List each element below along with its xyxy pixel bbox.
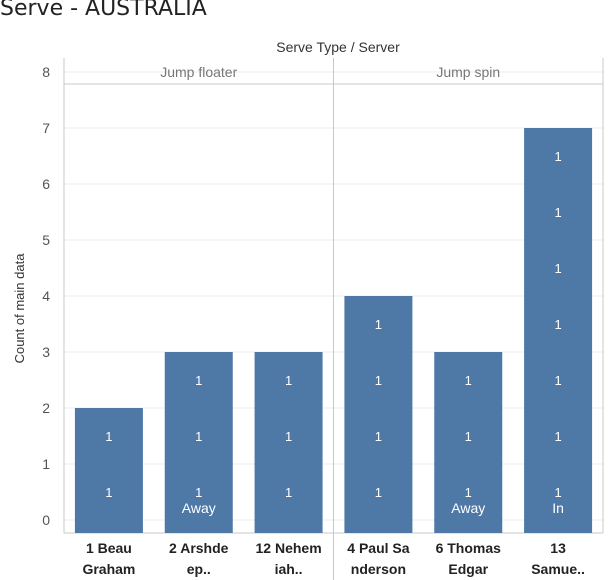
segment-label: 1 <box>554 261 561 276</box>
segment-label: 1 <box>554 317 561 332</box>
segment-label: 1 <box>554 485 561 500</box>
group-header: Jump floater <box>160 64 237 80</box>
segment-label: 1 <box>195 485 202 500</box>
y-tick-label: 5 <box>42 232 50 248</box>
y-tick-label: 4 <box>42 288 50 304</box>
y-tick-label: 2 <box>42 400 50 416</box>
y-tick-label: 1 <box>42 456 50 472</box>
x-tick-label: iah.. <box>275 561 303 577</box>
chart-frame <box>63 58 604 580</box>
segment-label: 1 <box>554 429 561 444</box>
x-tick-label: Samue.. <box>531 561 585 577</box>
segment-label: 1 <box>375 429 382 444</box>
group-header: Jump spin <box>436 64 500 80</box>
segment-label: 1 <box>285 373 292 388</box>
bar <box>434 352 503 533</box>
y-tick-label: 8 <box>42 64 50 80</box>
x-tick-label: 2 Arshde <box>169 540 229 556</box>
y-axis-label: Count of main data <box>12 253 27 364</box>
x-tick-label: 1 Beau <box>86 540 132 556</box>
bars <box>74 128 593 533</box>
x-tick-label: nderson <box>351 561 406 577</box>
segment-label: 1 <box>465 429 472 444</box>
segment-label: 1 <box>554 149 561 164</box>
bar <box>344 296 413 533</box>
x-tick-label: 12 Nehem <box>256 540 322 556</box>
segment-label: 1 <box>105 485 112 500</box>
x-tick-label: Graham <box>82 561 135 577</box>
y-tick-label: 6 <box>42 176 50 192</box>
x-tick-label: ep.. <box>187 561 211 577</box>
bar <box>74 408 143 533</box>
y-tick-label: 7 <box>42 120 50 136</box>
segment-label: 1 <box>554 205 561 220</box>
y-tick-label: 0 <box>42 512 50 528</box>
bar-tag-label: In <box>552 500 564 516</box>
bar-tag-label: Away <box>182 500 216 516</box>
segment-label: 1 <box>285 485 292 500</box>
segment-label: 1 <box>195 429 202 444</box>
segment-label: 1 <box>465 373 472 388</box>
segment-label: 1 <box>375 317 382 332</box>
x-tick-label: 6 Thomas <box>436 540 502 556</box>
segment-label: 1 <box>195 373 202 388</box>
bar <box>164 352 233 533</box>
bar-tag-label: Away <box>451 500 485 516</box>
bar <box>524 128 593 533</box>
bar <box>254 352 323 533</box>
y-tick-label: 3 <box>42 344 50 360</box>
x-tick-label: Edgar <box>448 561 488 577</box>
segment-label: 1 <box>465 485 472 500</box>
chart-title: Serve - AUSTRALIA <box>0 0 207 21</box>
segment-label: 1 <box>554 373 561 388</box>
segment-label: 1 <box>375 485 382 500</box>
segment-label: 1 <box>285 429 292 444</box>
x-tick-label: 13 <box>550 540 566 556</box>
column-header: Serve Type / Server <box>276 39 400 55</box>
x-tick-label: 4 Paul Sa <box>347 540 409 556</box>
segment-label: 1 <box>375 373 382 388</box>
segment-label: 1 <box>105 429 112 444</box>
